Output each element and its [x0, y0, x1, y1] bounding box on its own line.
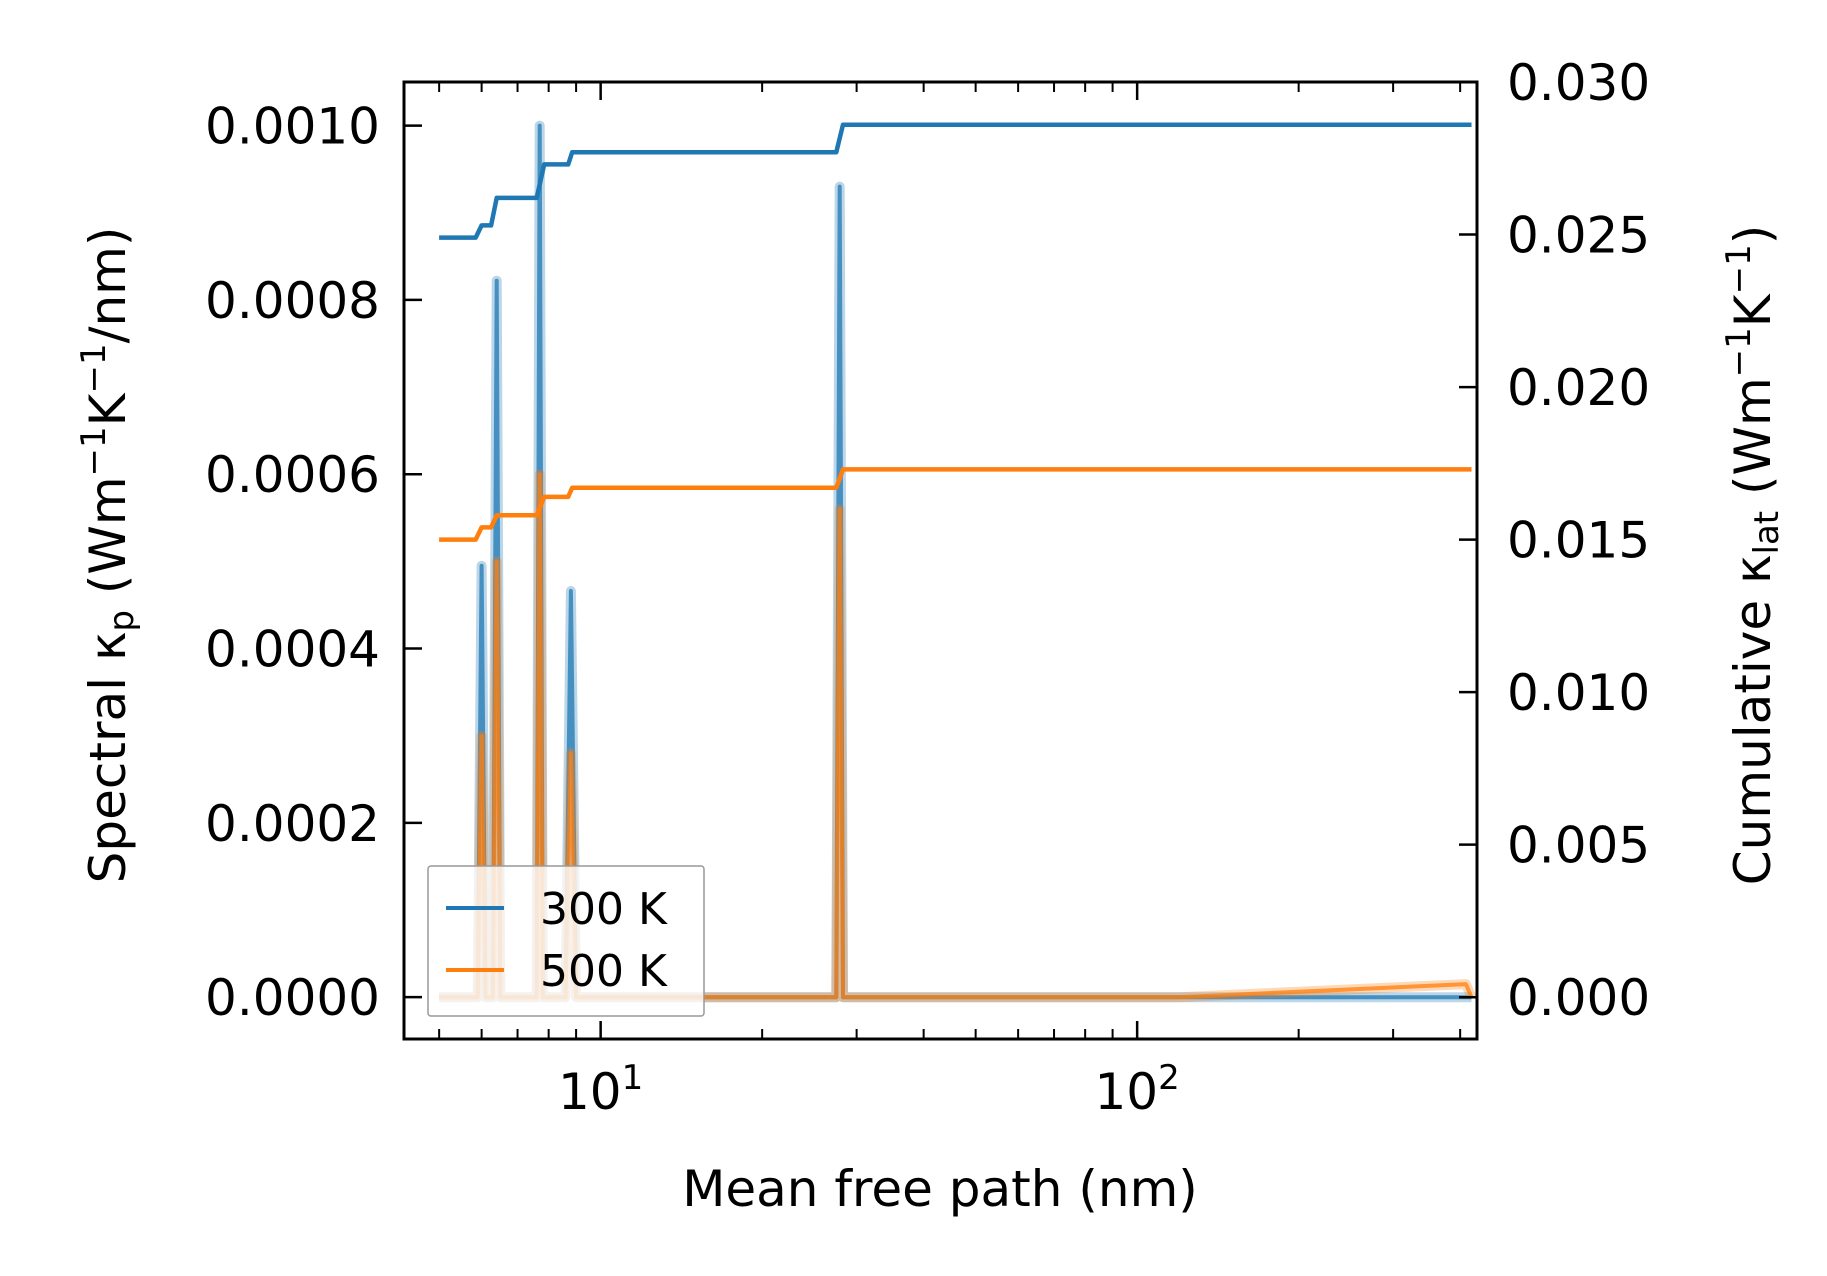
y-right-tick-label: 0.025: [1507, 207, 1650, 265]
y-right-tick-label: 0.005: [1507, 817, 1650, 875]
y-left-tick-label: 0.0000: [205, 969, 380, 1027]
y-left-label-end: /nm): [79, 227, 137, 344]
y-left-tick-label: 0.0008: [205, 272, 380, 330]
cumulative-line-500k: [439, 467, 1472, 542]
y-right-label-sup1: −1: [1719, 327, 1759, 377]
x-tick-label-base: 10: [558, 1063, 622, 1121]
legend-box: [427, 865, 705, 1017]
x-axis-label: Mean free path (nm): [682, 1160, 1198, 1218]
y-right-label-mid: K: [1724, 293, 1782, 327]
x-tick-label: 101: [558, 1058, 643, 1121]
x-tick-label-base: 10: [1095, 1063, 1159, 1121]
y-axis-left-label: Spectral κp (Wm−1K−1/nm): [74, 227, 142, 884]
ticks-layer: 0.00000.00020.00040.00060.00080.00100.00…: [205, 54, 1650, 1121]
y-left-label-mid: K: [79, 392, 137, 426]
x-tick-label-exp: 1: [622, 1058, 644, 1098]
plot-frame: [402, 80, 1479, 1041]
y-right-tick-label: 0.000: [1507, 969, 1650, 1027]
legend-label-300k: 300 K: [540, 884, 668, 935]
y-right-tick-label: 0.030: [1507, 54, 1650, 112]
y-right-tick-label: 0.020: [1507, 359, 1650, 417]
y-right-tick-label: 0.015: [1507, 512, 1650, 570]
y-left-tick-label: 0.0006: [205, 446, 380, 504]
y-left-label-pre: Spectral κ: [79, 632, 137, 884]
x-tick-label: 102: [1095, 1058, 1180, 1121]
y-right-label-sup2: −1: [1719, 244, 1759, 294]
y-right-label-post: (Wm: [1724, 377, 1782, 511]
y-left-label-sup1: −1: [74, 426, 114, 476]
y-right-label-end: ): [1724, 225, 1782, 245]
y-left-tick-label: 0.0004: [205, 621, 380, 679]
y-left-tick-label: 0.0010: [205, 98, 380, 156]
y-axis-right-label: Cumulative κlat (Wm−1K−1): [1719, 225, 1787, 885]
y-left-label-sub: p: [102, 610, 142, 632]
y-left-label-post: (Wm: [79, 476, 137, 610]
y-left-label-sup2: −1: [74, 343, 114, 393]
legend-label-500k: 500 K: [540, 946, 668, 997]
x-tick-label-exp: 2: [1158, 1058, 1180, 1098]
y-right-label-pre: Cumulative κ: [1724, 554, 1782, 885]
y-left-tick-label: 0.0002: [205, 795, 380, 853]
legend: 300 K 500 K: [427, 865, 705, 1017]
y-right-label-sub: lat: [1747, 511, 1787, 555]
cumulative-line-300k: [439, 122, 1472, 240]
y-right-tick-label: 0.010: [1507, 664, 1650, 722]
cumulative-series-layer: [439, 122, 1472, 542]
